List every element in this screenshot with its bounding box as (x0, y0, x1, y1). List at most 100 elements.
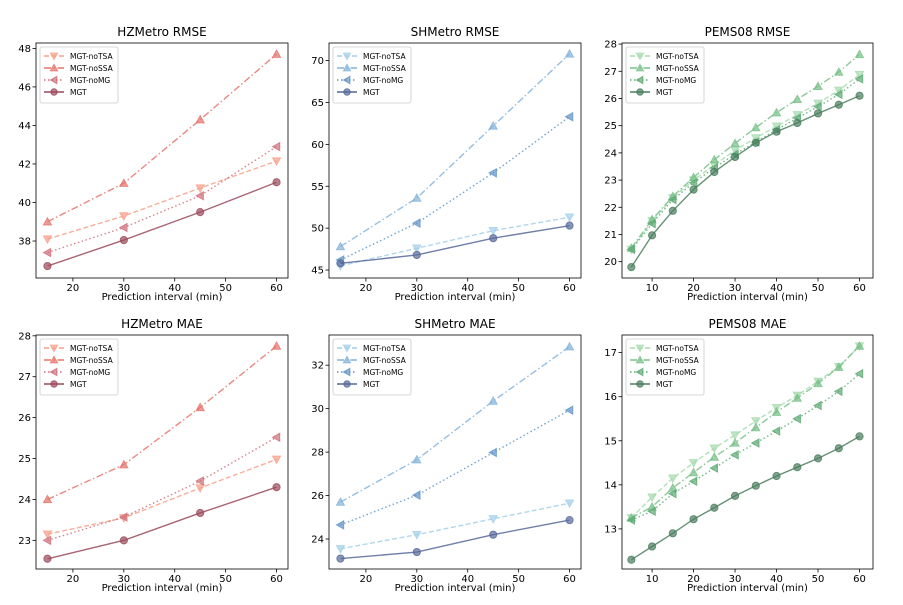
legend-entry: MGT-noMG (337, 75, 403, 85)
legend: MGT-noTSA MGT-noSSA MGT-noMG MGT (39, 338, 119, 396)
y-tick-label: 26 (18, 413, 31, 424)
series-line (630, 95, 860, 268)
y-tick-label: 70 (311, 56, 324, 67)
y-tick-label: 46 (18, 82, 31, 93)
series-line (47, 146, 277, 254)
series-line (340, 519, 570, 560)
circle-marker (834, 100, 843, 109)
triangle-up-marker (271, 49, 282, 58)
x-tick-label: 40 (770, 283, 783, 294)
triangle-up-marker (635, 355, 645, 364)
circle-marker (336, 259, 345, 268)
triangle-up-marker (564, 341, 575, 351)
series-line (340, 224, 570, 265)
x-axis-label: Prediction interval (min) (687, 292, 808, 303)
triangle-down-marker (730, 431, 740, 441)
y-tick-label: 32 (311, 361, 324, 372)
triangle-down-marker (118, 212, 129, 222)
axes-frame (35, 334, 289, 570)
y-tick-label: 13 (604, 524, 617, 535)
triangle-left-marker (812, 400, 822, 411)
triangle-left-marker (833, 89, 843, 100)
circle-marker (710, 503, 719, 512)
x-axis-label: Prediction interval (min) (102, 583, 223, 594)
triangle-up-marker (813, 378, 823, 388)
y-tick-label: 28 (604, 40, 617, 51)
chart-panel: SHMetro RMSE Prediction interval (min) 20 3… (311, 25, 582, 303)
y-tick-label: 22 (604, 203, 617, 214)
axes-frame (328, 42, 582, 279)
triangle-left-marker (750, 438, 760, 448)
triangle-up-marker (49, 355, 59, 364)
series-line (340, 502, 570, 550)
y-tick-label: 16 (604, 392, 617, 403)
series-line (47, 486, 277, 560)
legend-entry: MGT-noSSA (44, 355, 114, 365)
legend-label: MGT-noMG (363, 76, 403, 85)
triangle-up-marker (335, 241, 346, 251)
x-axis-label: Prediction interval (min) (102, 292, 223, 303)
triangle-left-marker (792, 413, 801, 424)
series-mgt-nossa (626, 49, 865, 252)
chart-title: HZMetro RMSE (117, 25, 206, 39)
chart-panel: HZMetro RMSE Prediction interval (min) 20 3… (18, 25, 289, 303)
legend-entry: MGT (630, 88, 673, 97)
triangle-left-marker (626, 244, 636, 255)
series-line (47, 181, 277, 267)
series-line (340, 216, 570, 267)
triangle-left-marker (635, 367, 644, 377)
triangle-left-marker (730, 450, 739, 460)
circle-marker (565, 516, 574, 525)
circle-marker (689, 185, 698, 194)
triangle-down-marker (335, 545, 346, 554)
series-mgt (627, 432, 864, 564)
legend-entry: MGT (44, 380, 87, 389)
triangle-left-marker (42, 247, 52, 258)
series-mgt-notsa (335, 499, 575, 554)
circle-marker (636, 380, 644, 388)
legend-frame (39, 338, 119, 396)
legend-label: MGT-noTSA (70, 344, 113, 353)
circle-marker (647, 542, 657, 551)
x-tick-label: 40 (168, 574, 181, 585)
triangle-up-marker (195, 114, 206, 124)
y-tick-label: 28 (18, 331, 31, 342)
circle-marker (627, 555, 636, 564)
y-tick-label: 24 (311, 535, 324, 546)
triangle-up-marker (833, 67, 844, 76)
circle-marker (489, 530, 498, 539)
legend-frame (332, 46, 412, 104)
chart-title: HZMetro MAE (121, 317, 203, 331)
circle-marker (50, 380, 58, 388)
triangle-up-marker (709, 154, 720, 164)
y-tick-label: 14 (604, 480, 617, 491)
triangle-down-marker (42, 235, 53, 245)
legend-entry: MGT-noTSA (44, 52, 113, 61)
y-tick-label: 30 (311, 404, 324, 415)
legend-label: MGT-noTSA (363, 344, 406, 353)
triangle-left-marker (854, 74, 864, 84)
triangle-up-marker (42, 216, 53, 226)
series-line (630, 78, 860, 250)
triangle-up-marker (730, 437, 740, 447)
triangle-up-marker (635, 63, 645, 72)
series-mgt (43, 483, 281, 563)
legend: MGT-noTSA MGT-noSSA MGT-noMG MGT (625, 338, 705, 396)
x-tick-label: 30 (410, 574, 423, 585)
x-tick-label: 40 (770, 574, 783, 585)
triangle-down-marker (709, 444, 720, 454)
circle-marker (834, 444, 843, 453)
triangle-left-marker (635, 75, 644, 85)
y-tick-label: 55 (311, 182, 324, 193)
triangle-left-marker (667, 194, 677, 205)
circle-marker (668, 529, 677, 538)
triangle-down-marker (49, 52, 59, 61)
series-mgt (627, 91, 864, 272)
triangle-left-marker (271, 141, 281, 152)
triangle-left-marker (342, 367, 351, 377)
x-tick-label: 60 (853, 283, 866, 294)
legend-frame (625, 46, 705, 104)
triangle-left-marker (688, 476, 698, 487)
y-tick-label: 24 (18, 495, 31, 506)
legend-frame (332, 338, 412, 396)
